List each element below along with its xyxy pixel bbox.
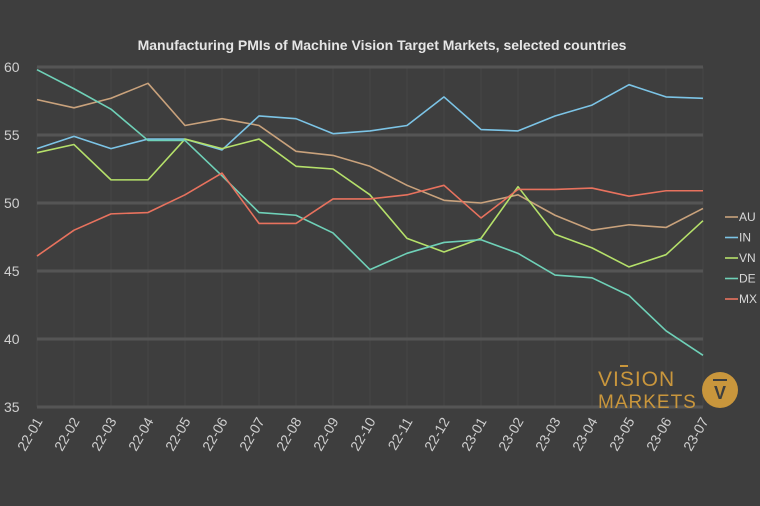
- series-line-au: [36, 82, 704, 231]
- legend-label-vn: VN: [739, 251, 756, 265]
- grid: [36, 65, 704, 409]
- legend-label-in: IN: [739, 231, 751, 245]
- logo-badge-letter: V: [714, 383, 726, 403]
- legend-label-de: DE: [739, 272, 756, 286]
- x-tick-label: 23-05: [606, 414, 638, 453]
- series-lines: [36, 69, 704, 356]
- x-tick-label: 23-04: [569, 414, 601, 453]
- x-tick-label: 23-03: [532, 414, 564, 453]
- logo-text-markets: MARKETS: [598, 392, 697, 413]
- x-tick-label: 22-06: [199, 414, 231, 453]
- x-tick-label: 22-04: [125, 414, 157, 453]
- vision-markets-logo: VISION MARKETS V: [598, 365, 738, 413]
- x-tick-label: 22-08: [273, 414, 305, 453]
- legend-label-au: AU: [739, 210, 756, 224]
- logo-text-vision: VISION: [598, 368, 675, 391]
- x-tick-label: 23-06: [643, 414, 675, 453]
- x-axis: 22-01 22-02 22-03 22-04 22-05 22-06 22-07 22-08…: [14, 414, 712, 453]
- x-tick-label: 22-11: [384, 414, 415, 452]
- y-tick-label: 60: [4, 59, 20, 75]
- x-tick-label: 22-12: [421, 414, 453, 453]
- series-line-in: [36, 83, 704, 151]
- y-tick-label: 35: [4, 399, 20, 415]
- series-line-mx: [36, 172, 703, 257]
- x-tick-label: 22-01: [14, 414, 46, 453]
- y-tick-label: 40: [4, 331, 20, 347]
- series-line-vn: [36, 138, 704, 268]
- y-axis: 35 40 45 50 55 60: [4, 59, 20, 415]
- y-tick-label: 50: [4, 195, 20, 211]
- x-tick-label: 23-02: [495, 414, 527, 453]
- x-tick-label: 22-09: [310, 414, 342, 453]
- chart-title: Manufacturing PMIs of Machine Vision Tar…: [138, 37, 627, 53]
- series-line-de: [36, 69, 704, 356]
- x-tick-label: 23-07: [680, 414, 712, 453]
- x-tick-label: 22-07: [236, 414, 268, 453]
- legend-label-mx: MX: [739, 292, 757, 306]
- x-tick-label: 22-02: [51, 414, 83, 453]
- y-tick-label: 45: [4, 263, 20, 279]
- x-tick-label: 22-03: [88, 414, 120, 453]
- x-tick-label: 22-10: [347, 414, 379, 453]
- logo-badge-icon: [702, 372, 738, 408]
- legend: AU IN VN DE MX: [725, 210, 757, 306]
- x-tick-label: 22-05: [162, 414, 194, 453]
- y-tick-label: 55: [4, 127, 20, 143]
- x-tick-label: 23-01: [458, 414, 490, 453]
